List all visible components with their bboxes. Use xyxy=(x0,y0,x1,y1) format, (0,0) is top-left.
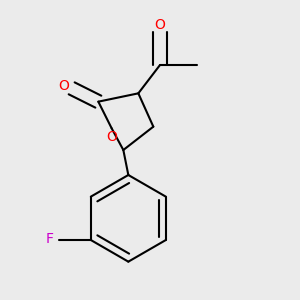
Text: O: O xyxy=(154,18,165,32)
Text: F: F xyxy=(45,232,53,246)
Text: O: O xyxy=(58,79,69,93)
Text: O: O xyxy=(106,130,117,144)
